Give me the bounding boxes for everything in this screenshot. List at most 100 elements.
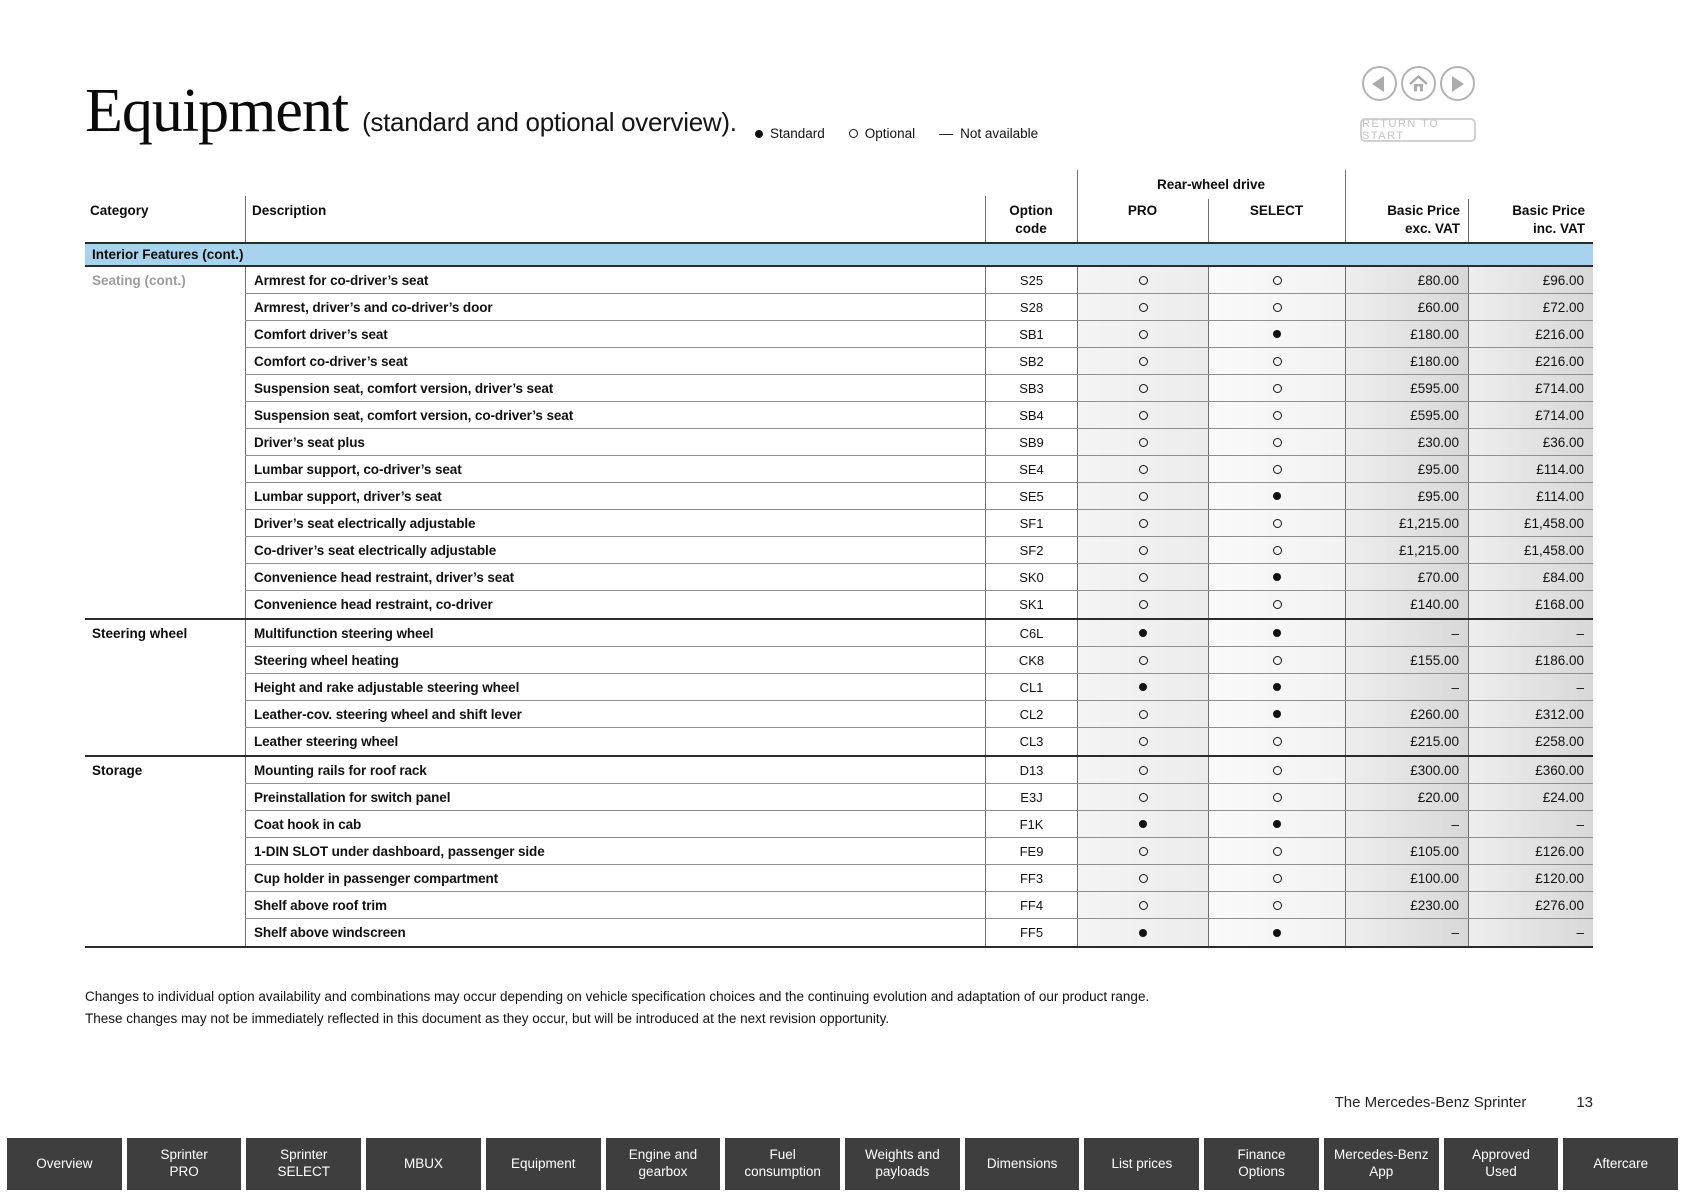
category-label: Seating (cont.) [92,273,186,288]
category-label: Steering wheel [92,626,188,641]
optional-circle-icon [1138,545,1148,555]
pro-availability [1077,564,1208,590]
optional-circle-icon [1272,765,1282,775]
nav-tab-fuel-consumption[interactable]: Fuel consumption [725,1138,841,1190]
price-exc-vat: £30.00 [1345,429,1468,455]
row-option-code: SF1 [985,510,1077,536]
return-to-start-button[interactable]: RETURN TO START [1360,118,1476,142]
header-divider [1077,170,1078,242]
table-row: Leather steering wheel CL3 £215.00 £258.00 [245,728,1593,755]
legend-not-available: — Not available [939,126,1038,141]
select-availability [1208,294,1345,320]
category-label: Storage [92,763,143,778]
pro-availability [1077,294,1208,320]
select-availability [1208,620,1345,646]
header-description: Description [252,203,327,218]
row-option-code: SK0 [985,564,1077,590]
select-availability [1208,267,1345,293]
legend-standard-label: Standard [770,126,825,141]
price-inc-vat: – [1468,811,1593,837]
table-group: Storage Mounting rails for roof rack D13 £3… [85,755,1593,946]
pro-availability [1077,865,1208,891]
row-description: Suspension seat, comfort version, driver… [245,375,985,401]
select-availability [1208,784,1345,810]
home-button[interactable] [1400,66,1436,101]
nav-tab-finance-options[interactable]: Finance Options [1204,1138,1319,1190]
nav-tab-aftercare[interactable]: Aftercare [1563,1138,1679,1190]
row-description: Lumbar support, driver’s seat [245,483,985,509]
pro-availability [1077,348,1208,374]
row-description: Convenience head restraint, driver’s sea… [245,564,985,590]
price-exc-vat: £300.00 [1345,757,1468,783]
optional-circle-icon [1138,737,1148,746]
table-row: Leather-cov. steering wheel and shift le… [245,701,1593,728]
nav-tab-equipment[interactable]: Equipment [485,1138,601,1190]
row-option-code: FE9 [985,838,1077,864]
optional-circle-icon [1138,410,1148,420]
nav-tab-weights-and-payloads[interactable]: Weights and payloads [845,1138,960,1190]
price-inc-vat: £1,458.00 [1468,510,1593,536]
price-inc-vat: £216.00 [1468,321,1593,347]
nav-tab-engine-and-gearbox[interactable]: Engine and gearbox [605,1138,721,1190]
header-pro: PRO [1127,203,1158,218]
row-option-code: FF3 [985,865,1077,891]
select-availability [1208,728,1345,755]
price-exc-vat: £70.00 [1345,564,1468,590]
nav-tab-mbux[interactable]: MBUX [366,1138,481,1190]
row-description: Cup holder in passenger compartment [245,865,985,891]
select-availability [1208,701,1345,727]
standard-dot-icon [1273,928,1281,937]
optional-circle-icon [1138,846,1148,856]
table-row: Convenience head restraint, driver’s sea… [245,564,1593,591]
price-exc-vat: £60.00 [1345,294,1468,320]
row-option-code: CL1 [985,674,1077,700]
row-option-code: S25 [985,267,1077,293]
pro-availability [1077,456,1208,482]
nav-tab-list-prices[interactable]: List prices [1084,1138,1200,1190]
nav-tab-sprinter-select[interactable]: Sprinter SELECT [246,1138,362,1190]
nav-tab-overview[interactable]: Overview [7,1138,122,1190]
pro-availability [1077,510,1208,536]
row-description: Driver’s seat plus [245,429,985,455]
previous-page-button[interactable] [1361,66,1397,101]
legend-optional: Optional [848,126,915,141]
nav-tab-approved-used[interactable]: Approved Used [1443,1138,1559,1190]
page-footer: The Mercedes-Benz Sprinter 13 [1335,1094,1593,1111]
select-availability [1208,892,1345,918]
next-page-button[interactable] [1439,66,1475,101]
disclaimer-line-1: Changes to individual option availabilit… [85,989,1150,1004]
select-availability [1208,757,1345,783]
optional-circle-icon [848,129,858,138]
row-description: Mounting rails for roof rack [245,757,985,783]
row-description: Shelf above windscreen [245,919,985,946]
nav-tab-dimensions[interactable]: Dimensions [964,1138,1080,1190]
price-inc-vat: £126.00 [1468,838,1593,864]
price-exc-vat: £180.00 [1345,348,1468,374]
row-option-code: CL3 [985,728,1077,755]
price-inc-vat: £120.00 [1468,865,1593,891]
pro-availability [1077,620,1208,646]
table-row: Driver’s seat plus SB9 £30.00 £36.00 [245,429,1593,456]
availability-legend: Standard Optional — Not available [755,126,1038,141]
select-availability [1208,375,1345,401]
row-description: Coat hook in cab [245,811,985,837]
price-exc-vat: £595.00 [1345,375,1468,401]
table-row: Suspension seat, comfort version, co-dri… [245,402,1593,429]
optional-circle-icon [1272,737,1282,746]
row-description: Preinstallation for switch panel [245,784,985,810]
optional-circle-icon [1272,846,1282,856]
price-inc-vat: – [1468,674,1593,700]
section-band: Interior Features (cont.) [85,242,1593,267]
table-row: Mounting rails for roof rack D13 £300.00 £3… [245,757,1593,784]
header-divider [1468,199,1469,242]
row-option-code: SE5 [985,483,1077,509]
nav-tab-sprinter-pro[interactable]: Sprinter PRO [126,1138,242,1190]
price-inc-vat: £96.00 [1468,267,1593,293]
arrow-left-icon [1372,75,1384,92]
price-exc-vat: £260.00 [1345,701,1468,727]
nav-tab-mercedes-benz-app[interactable]: Mercedes-Benz App [1323,1138,1439,1190]
price-inc-vat: – [1468,919,1593,946]
home-icon [1408,74,1428,91]
table-group-rows: Armrest for co-driver’s seat S25 £80.00 £96… [245,267,1593,618]
price-exc-vat: £105.00 [1345,838,1468,864]
